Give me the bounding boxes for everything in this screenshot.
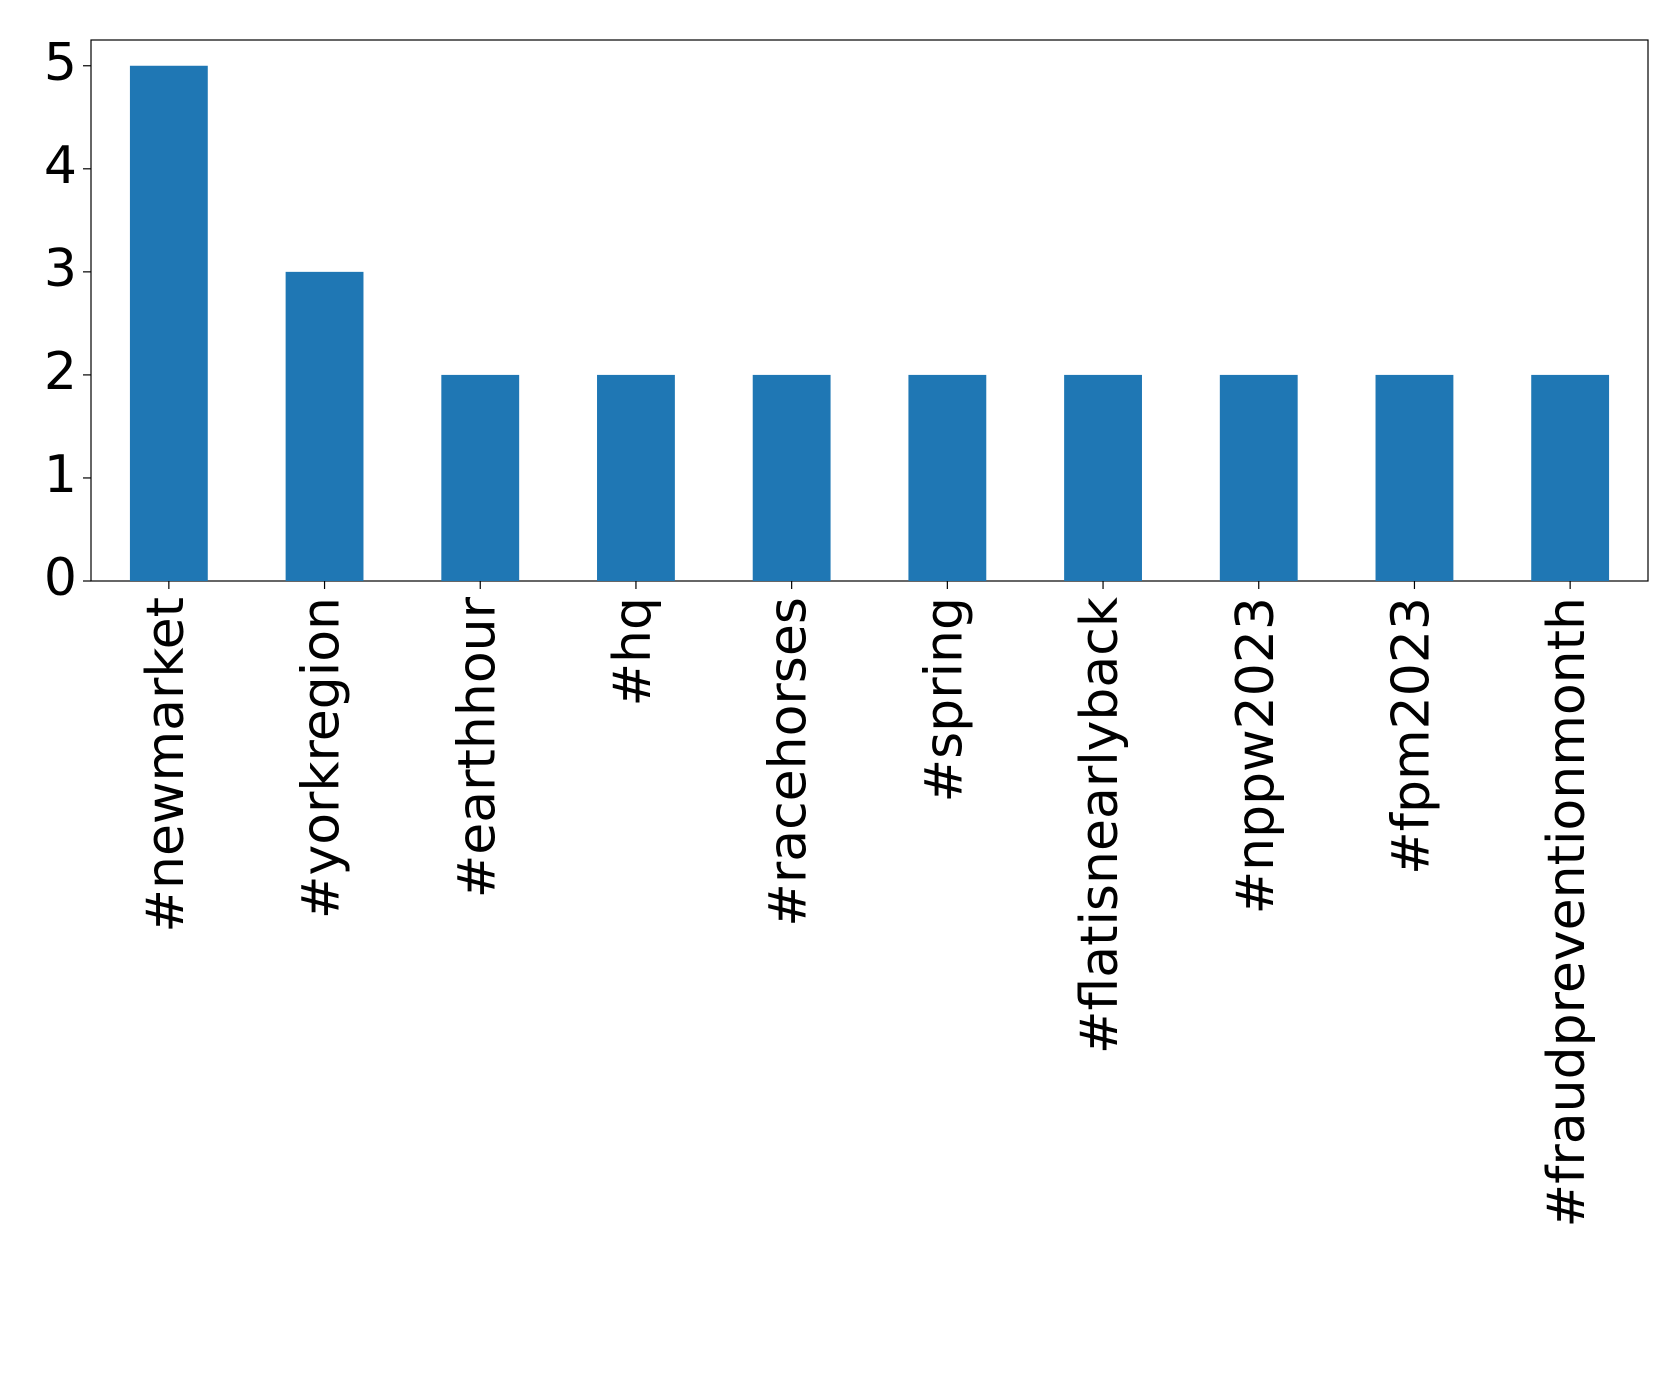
bar [908, 374, 987, 581]
bar [285, 271, 364, 581]
x-tick-label: #racehorses [759, 597, 819, 927]
y-tick-label: 0 [44, 548, 77, 608]
bar [129, 65, 208, 581]
x-tick-label: #spring [914, 597, 974, 802]
x-tick-label: #hq [603, 597, 663, 707]
bar [1375, 374, 1454, 581]
y-tick-label: 2 [44, 342, 77, 402]
x-tick-label: #newmarket [136, 597, 196, 933]
x-tick-label: #fpm2023 [1381, 597, 1441, 875]
x-tick-label: #earthhour [447, 596, 507, 898]
x-tick-label: #fraudpreventionmonth [1537, 597, 1597, 1227]
x-tick-label: #yorkregion [292, 597, 352, 919]
plot-frame [90, 39, 1649, 582]
y-tick-label: 5 [44, 33, 77, 93]
bar [441, 374, 520, 581]
x-tick-label: #flatisnearlyback [1070, 597, 1130, 1054]
y-tick-label: 1 [44, 445, 77, 505]
bar [1219, 374, 1298, 581]
y-tick-label: 3 [44, 239, 77, 299]
bar [597, 374, 675, 581]
bar [1531, 374, 1610, 581]
x-tick-label: #nppw2023 [1226, 597, 1286, 914]
bar [1064, 374, 1142, 581]
y-tick-label: 4 [44, 136, 77, 196]
bar [752, 374, 831, 581]
